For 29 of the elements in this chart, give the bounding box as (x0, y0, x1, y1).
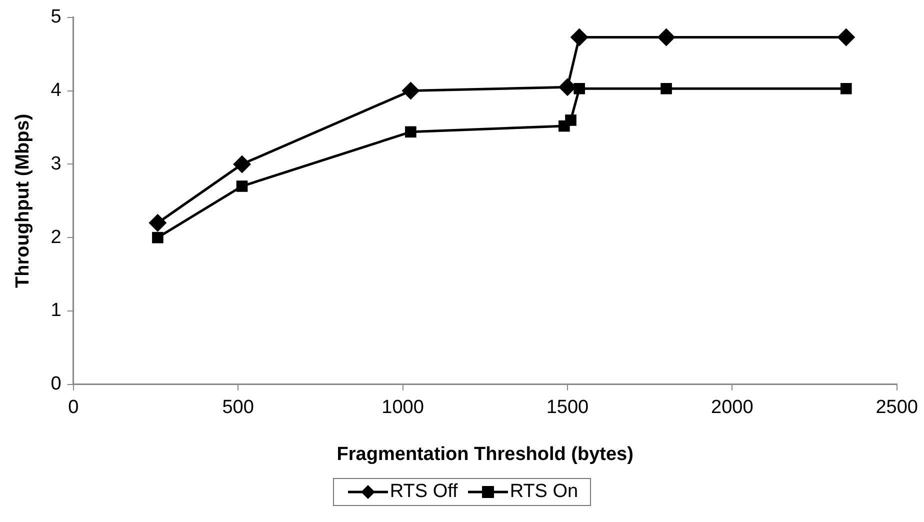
point (570, 28, 588, 46)
y-tick-label: 0 (50, 374, 62, 395)
y-tick-label: 5 (50, 6, 62, 28)
point (148, 214, 167, 232)
x-tick-label: 1000 (382, 397, 424, 418)
x-tick-label: 2000 (711, 397, 754, 418)
y-tick-label: 1 (50, 300, 62, 322)
point (565, 114, 576, 126)
y-axis-title: Throughput (Mbps) (12, 114, 34, 288)
point (152, 232, 164, 244)
x-tick-label: 2500 (876, 397, 918, 418)
point (405, 126, 416, 138)
y-tick-label: 3 (50, 153, 62, 174)
point (840, 82, 852, 94)
point (657, 28, 676, 46)
legend-label: RTS Off (390, 481, 458, 502)
point (837, 28, 856, 46)
x-tick-label: 500 (222, 397, 254, 418)
point (233, 155, 252, 174)
point (660, 82, 672, 94)
point (402, 82, 420, 100)
point (236, 180, 248, 192)
x-axis-title: Fragmentation Threshold (bytes) (336, 444, 634, 465)
point (574, 82, 585, 94)
y-tick-label: 4 (50, 80, 62, 102)
x-tick-label: 1500 (546, 397, 589, 418)
x-tick-label: 0 (68, 397, 79, 418)
legend-label: RTS On (510, 481, 578, 502)
y-tick-label: 2 (50, 226, 62, 248)
